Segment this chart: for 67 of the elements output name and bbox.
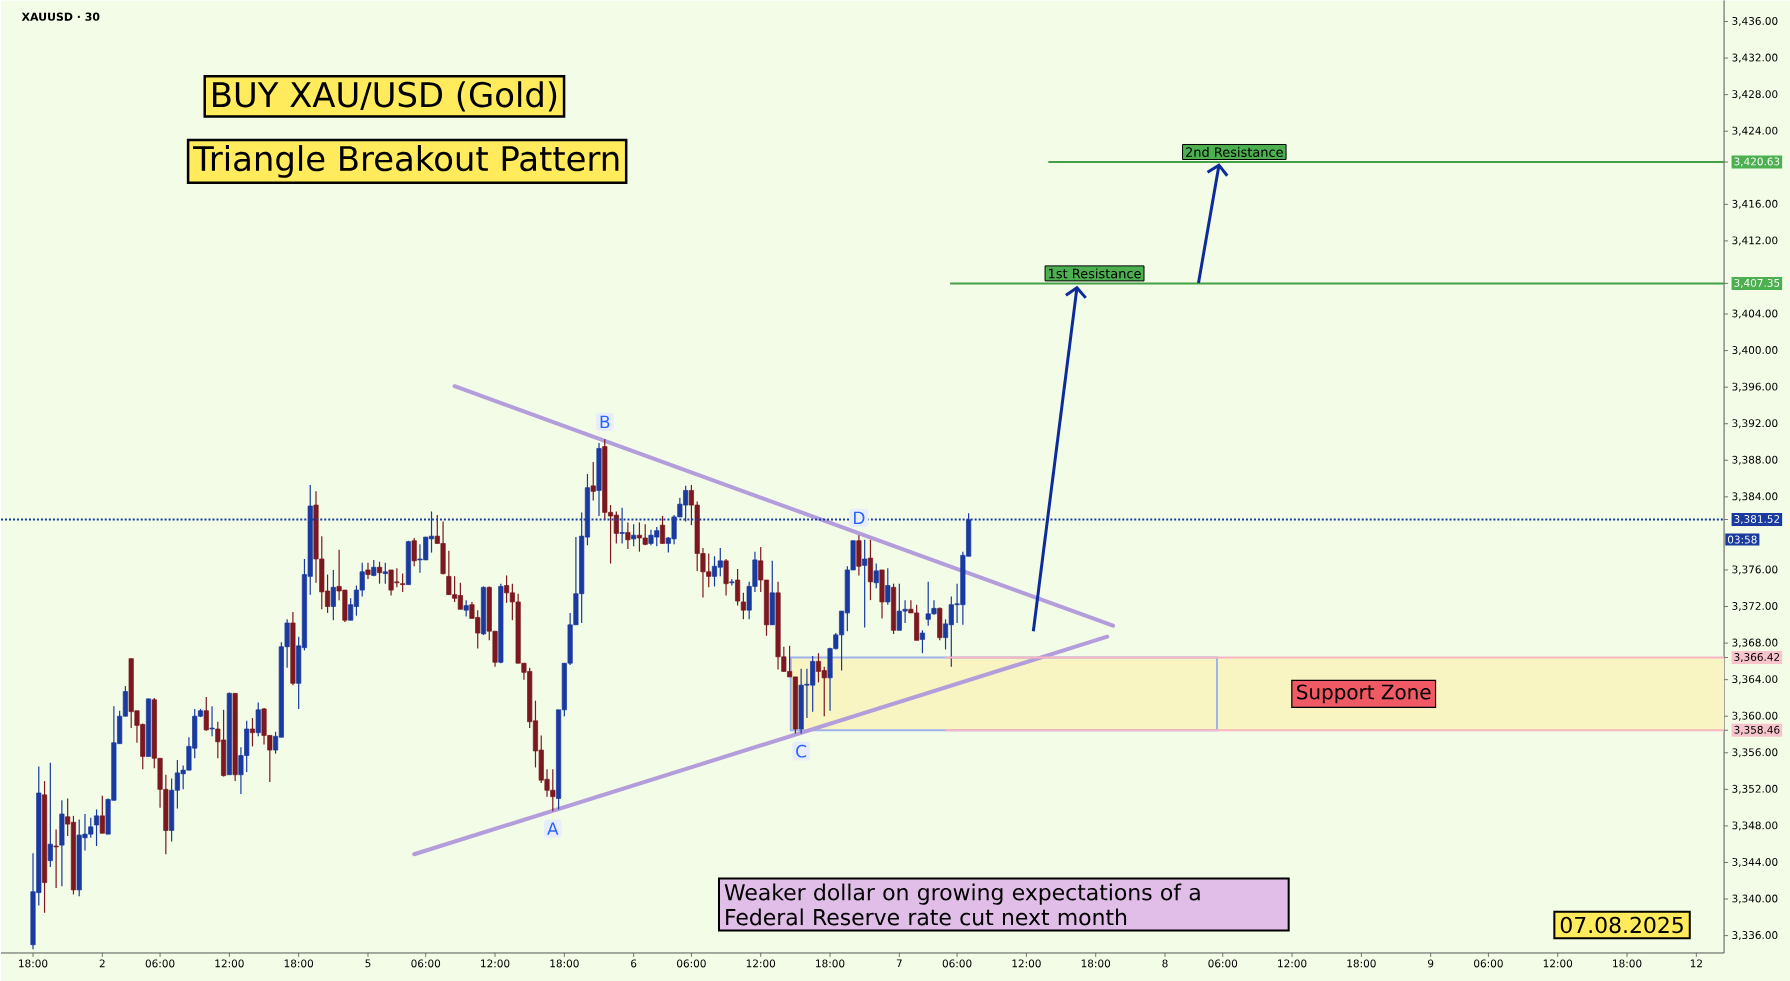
x-tick-label: 12:00	[1543, 959, 1573, 968]
annotation: A	[547, 822, 559, 835]
y-tick-label: 3,412.00	[1732, 236, 1778, 246]
y-tick-label: 3,364.00	[1732, 675, 1778, 685]
x-tick-label: 12:00	[481, 959, 510, 968]
x-tick-label: 18:00	[550, 959, 579, 968]
annotation: 07.08.2025	[1560, 916, 1683, 934]
x-tick-label: 18:00	[19, 959, 48, 968]
ref-line-label: 1st Resistance	[1049, 268, 1141, 279]
x-tick-label: 9	[1428, 959, 1434, 968]
x-tick-label: 18:00	[1081, 959, 1111, 968]
x-tick-label: 12:00	[1278, 959, 1307, 968]
y-tick-label: 3,432.00	[1732, 53, 1778, 63]
y-tick-label: 3,420.63	[1734, 157, 1780, 167]
y-tick-label: 3,366.42	[1734, 653, 1780, 663]
x-tick-label: 06:00	[1208, 959, 1238, 968]
y-tick-label: 3,396.00	[1732, 382, 1778, 392]
annotation: C	[796, 744, 807, 758]
y-tick-label: 3,424.00	[1732, 126, 1778, 136]
y-tick-label: 3,358.46	[1734, 725, 1780, 735]
y-tick-label: 3,352.00	[1732, 784, 1778, 794]
x-tick-label: 06:00	[942, 959, 972, 968]
y-tick-label: 3,436.00	[1732, 17, 1778, 27]
y-tick-label: 3,381.52	[1734, 515, 1780, 525]
y-tick-label: 3,372.00	[1732, 602, 1778, 612]
y-tick-label: 3,368.00	[1732, 638, 1778, 648]
y-tick-label: 3,392.00	[1732, 419, 1778, 429]
y-tick-label: 3,348.00	[1732, 821, 1778, 831]
x-tick-label: 06:00	[145, 959, 175, 968]
text: Triangle Breakout Pattern	[193, 145, 619, 178]
y-tick-label: 3,344.00	[1732, 858, 1778, 867]
x-tick-label: 06:00	[411, 959, 441, 968]
annotation: B	[600, 415, 610, 429]
y-tick-label: 3,340.00	[1732, 894, 1778, 904]
x-tick-label: 18:00	[1347, 959, 1376, 968]
x-tick-label: 7	[896, 959, 902, 968]
x-tick-label: 6	[631, 959, 637, 968]
y-tick-label: 3,360.00	[1732, 711, 1778, 721]
x-tick-label: 8	[1162, 959, 1168, 968]
ref-line-label: 2nd Resistance	[1186, 147, 1283, 158]
x-tick-label: 5	[365, 959, 371, 968]
x-tick-label: 18:00	[284, 959, 314, 968]
x-tick-label: 06:00	[677, 959, 706, 968]
y-tick-label: 3,356.00	[1732, 748, 1778, 758]
y-tick-label: 3,407.35	[1734, 278, 1780, 288]
y-tick-label: 3,384.00	[1732, 492, 1778, 502]
annotation: XAUUSD · 30	[21, 12, 100, 21]
text: 03:58	[1727, 535, 1757, 544]
x-tick-label: 12:00	[215, 959, 244, 968]
annotation: D	[854, 511, 865, 525]
y-tick-label: 3,388.00	[1732, 455, 1778, 465]
annotation: Weaker dollar on growing expectations of a Federal Reserve rate cut next month	[724, 883, 1200, 926]
y-tick-label: 3,404.00	[1732, 309, 1778, 319]
y-tick-label: 3,400.00	[1732, 346, 1778, 356]
x-tick-label: 12:00	[1012, 959, 1041, 968]
x-tick-label: 18:00	[816, 959, 845, 968]
x-tick-label: 18:00	[1613, 959, 1642, 968]
x-tick-label: 06:00	[1474, 959, 1503, 968]
text: BUY XAU/USD (Gold)	[213, 81, 557, 112]
x-tick-label: 2	[99, 959, 105, 968]
band-label: Support Zone	[1297, 684, 1431, 704]
y-tick-label: 3,376.00	[1732, 565, 1778, 575]
y-tick-label: 3,416.00	[1732, 199, 1778, 209]
x-tick-label: 12:00	[746, 959, 776, 968]
y-tick-label: 3,336.00	[1732, 931, 1778, 941]
y-tick-label: 3,428.00	[1732, 90, 1778, 100]
x-tick-label: 12	[1690, 959, 1702, 968]
